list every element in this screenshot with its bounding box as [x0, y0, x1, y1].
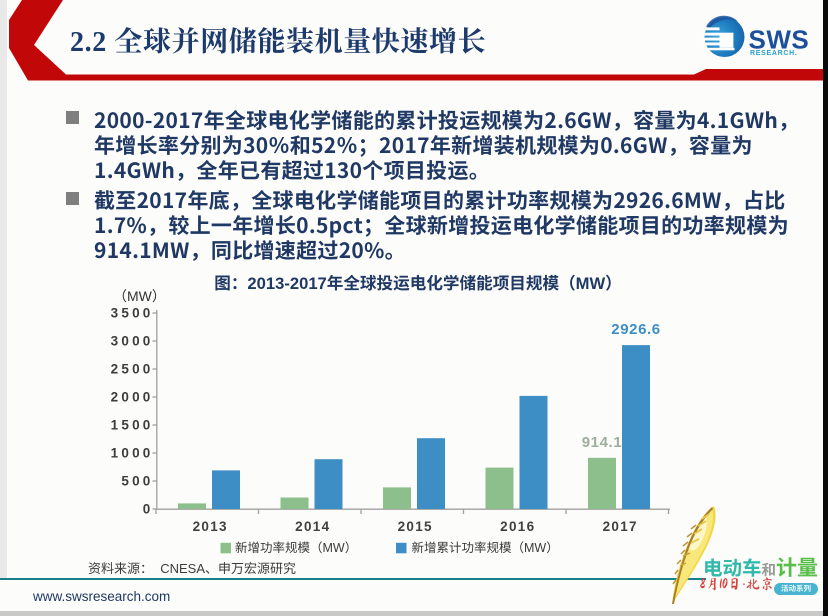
svg-text:RESEARCH.: RESEARCH. [750, 50, 798, 57]
svg-text:新增累计功率规模（MW）: 新增累计功率规模（MW） [412, 541, 559, 555]
svg-text:2014: 2014 [295, 519, 330, 534]
svg-text:1500: 1500 [111, 418, 154, 433]
svg-text:2926.6: 2926.6 [611, 321, 660, 338]
svg-text:3000: 3000 [111, 334, 154, 349]
svg-text:2017: 2017 [603, 519, 638, 534]
svg-text:新增功率规模（MW）: 新增功率规模（MW） [235, 541, 357, 555]
svg-text:（MW）: （MW） [113, 288, 166, 304]
svg-text:1000: 1000 [111, 446, 154, 461]
svg-text:3500: 3500 [111, 306, 154, 321]
svg-text:2015: 2015 [398, 519, 433, 534]
svg-text:500: 500 [121, 474, 153, 489]
svg-text:2000: 2000 [111, 390, 154, 405]
svg-text:0: 0 [143, 502, 154, 517]
svg-text:2013: 2013 [193, 519, 228, 534]
svg-text:914.1: 914.1 [582, 434, 623, 451]
svg-text:图：2013-2017年全球投运电化学储能项目规模（MW）: 图：2013-2017年全球投运电化学储能项目规模（MW） [214, 274, 622, 293]
svg-text:2500: 2500 [111, 362, 154, 377]
svg-text:2016: 2016 [500, 519, 535, 534]
svg-text:SWS: SWS [749, 24, 810, 54]
